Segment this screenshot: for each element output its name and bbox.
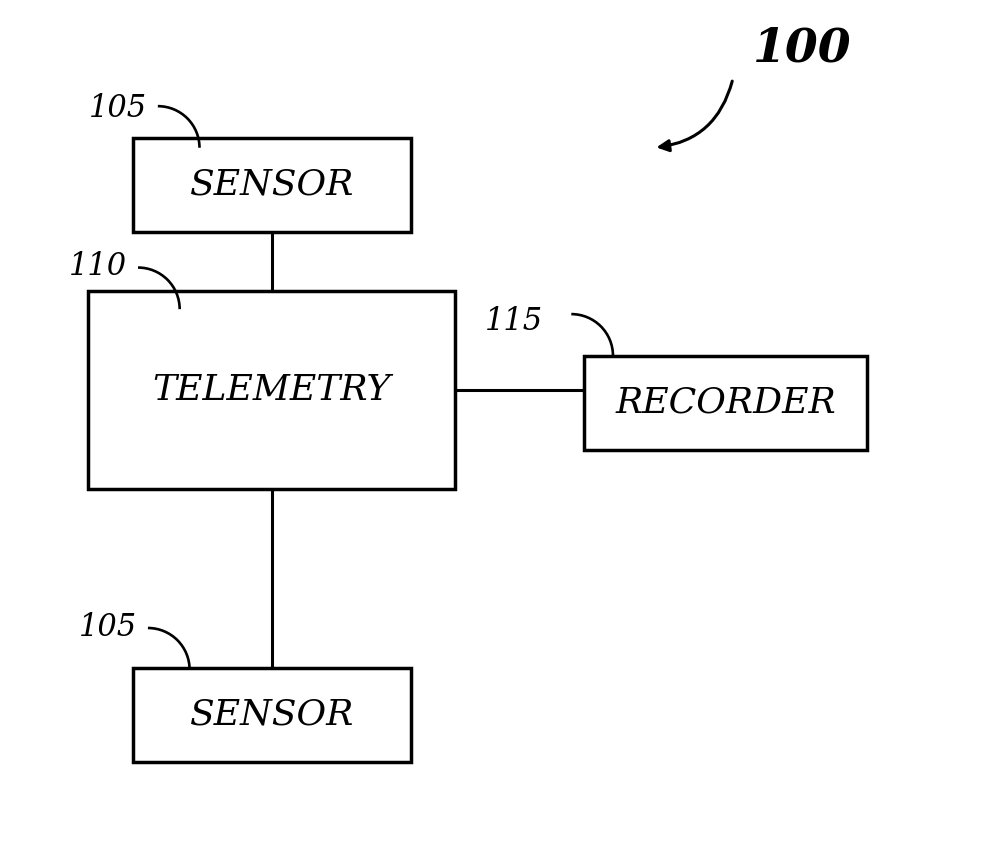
Text: TELEMETRY: TELEMETRY (153, 373, 391, 407)
Text: SENSOR: SENSOR (190, 168, 354, 202)
Bar (89, 292, 456, 490)
Bar (133, 138, 410, 232)
Text: 115: 115 (485, 305, 543, 337)
Text: SENSOR: SENSOR (190, 698, 354, 732)
Text: RECORDER: RECORDER (615, 386, 835, 420)
Text: 105: 105 (79, 613, 137, 643)
Text: 105: 105 (89, 93, 147, 123)
Text: 100: 100 (753, 26, 851, 71)
Text: 110: 110 (69, 251, 127, 282)
Bar (584, 355, 867, 450)
Bar (133, 667, 410, 762)
FancyArrowPatch shape (659, 81, 732, 150)
